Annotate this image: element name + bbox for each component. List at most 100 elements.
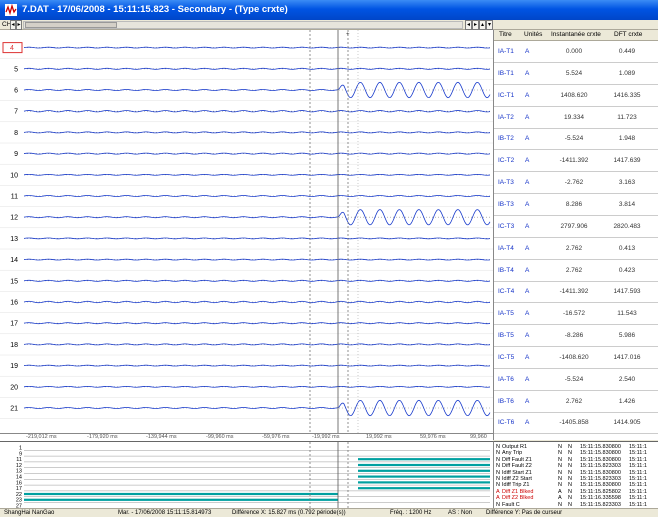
scroll-up-button[interactable]: ▴ [479, 20, 486, 30]
digital-active-bar[interactable] [358, 481, 490, 484]
waveform-trace[interactable] [23, 300, 491, 304]
channel-label[interactable]: 16 [10, 300, 18, 307]
event-row[interactable]: A Diff Z1 Blked A N 15:11:15.825802 15:11:1 [494, 489, 658, 495]
event-row[interactable]: N Fault C N N 15:11:15.823303 15:11:1 [494, 502, 658, 508]
event-row[interactable]: N Any Trip N N 15:11:15.830800 15:11:1 [494, 450, 658, 456]
channel-row[interactable]: IA-T2 A 19.334 11.723 [494, 107, 658, 129]
channel-row[interactable]: IC-T5 A -1408.620 1417.016 [494, 347, 658, 369]
waveform-trace[interactable] [23, 110, 491, 113]
event-row[interactable]: N Idiff Z2 Start N N 15:11:15.823303 15:11:1 [494, 476, 658, 482]
waveform-trace[interactable] [23, 195, 491, 197]
waveform-trace[interactable] [23, 131, 491, 134]
digital-active-bar[interactable] [358, 469, 490, 472]
scroll-thumb[interactable] [25, 22, 117, 28]
ch-prev-button[interactable]: ◂ [10, 20, 16, 30]
scroll-left-button[interactable]: ◂ [465, 20, 472, 30]
digital-channel-number[interactable]: 11 [16, 457, 22, 463]
channel-label[interactable]: 4 [2, 42, 23, 54]
waveform-trace[interactable] [23, 322, 491, 325]
channel-row[interactable]: IC-T4 A -1411.392 1417.593 [494, 281, 658, 304]
channel-label[interactable]: 15 [10, 278, 18, 285]
digital-plot-area[interactable]: 1 9 11 12 13 14 16 17 22 23 27 [0, 441, 493, 510]
channel-label[interactable]: 12 [10, 215, 18, 222]
channel-row[interactable]: IC-T1 A 1408.620 1416.335 [494, 85, 658, 107]
digital-active-bar[interactable] [24, 492, 338, 496]
event-row[interactable]: N Output R1 N N 15:11:15.830800 15:11:1 [494, 444, 658, 450]
channel-label[interactable]: 17 [10, 321, 18, 328]
ch-next-button[interactable]: ▸ [16, 20, 22, 30]
analog-plot-area[interactable]: 4 5 6 7 8 9 10 11 12 13 14 15 16 17 18 19 20 21 + [0, 30, 493, 440]
channel-row[interactable]: IA-T5 A -16.572 11.543 [494, 303, 658, 326]
digital-channel-number[interactable]: 14 [16, 475, 22, 481]
event-row[interactable]: N Idiff Trip Z1 N N 15:11:15.830800 15:11:1 [494, 482, 658, 488]
channel-label[interactable]: 7 [14, 109, 18, 116]
scroll-right-button[interactable]: ▸ [472, 20, 479, 30]
digital-channel-number[interactable]: 22 [16, 492, 22, 498]
channel-label[interactable]: 13 [10, 236, 18, 243]
digital-active-bar[interactable] [358, 458, 490, 461]
col-name-header[interactable]: Titre [499, 31, 512, 38]
waveform-trace[interactable] [23, 209, 491, 226]
digital-active-bar[interactable] [24, 498, 338, 501]
digital-channel-number[interactable]: 17 [16, 486, 22, 492]
digital-active-bar[interactable] [358, 475, 490, 478]
waveform-trace[interactable] [23, 46, 491, 49]
channel-row[interactable]: IB-T5 A -8.286 5.986 [494, 325, 658, 348]
channel-label[interactable]: 6 [14, 88, 18, 95]
channel-label[interactable]: 11 [11, 194, 18, 201]
title-bar[interactable]: 7.DAT - 17/06/2008 - 15:11:15.823 - Seco… [0, 0, 658, 20]
digital-channel-number[interactable]: 12 [16, 463, 22, 469]
horizontal-scrollbar[interactable] [23, 21, 463, 29]
channel-row[interactable]: IA-T1 A 0.000 0.449 [494, 41, 658, 63]
event-row[interactable]: N Diff Fault Z2 N N 15:11:15.823303 15:11:1 [494, 463, 658, 469]
digital-active-bar[interactable] [358, 487, 490, 490]
digital-channel-number[interactable]: 23 [16, 498, 22, 504]
channel-row[interactable]: IC-T3 A 2797.906 2820.483 [494, 216, 658, 238]
channel-label[interactable]: 18 [10, 342, 18, 349]
waveform-trace[interactable] [23, 399, 491, 417]
waveform-trace[interactable] [23, 152, 491, 155]
waveform-trace[interactable] [23, 279, 491, 282]
channel-label[interactable]: 21 [10, 406, 18, 413]
waveform-canvas[interactable]: 4 5 6 7 8 9 10 11 12 13 14 15 16 17 18 19 20 21 + [0, 30, 493, 433]
waveform-trace[interactable] [23, 258, 491, 261]
col-unit-header[interactable]: Unités [524, 31, 543, 38]
digital-active-bar[interactable] [358, 463, 490, 467]
channel-label[interactable]: 5 [14, 66, 18, 73]
scroll-down-button[interactable]: ▾ [486, 20, 493, 30]
waveform-trace[interactable] [23, 364, 491, 367]
channel-row[interactable]: IC-T2 A -1411.392 1417.639 [494, 150, 658, 173]
channel-row[interactable]: IA-T4 A 2.762 0.413 [494, 238, 658, 260]
digital-channel-number[interactable]: 1 [19, 446, 22, 452]
channel-row[interactable]: IB-T3 A 8.286 3.814 [494, 194, 658, 216]
event-row[interactable]: N Diff Fault Z1 N N 15:11:15.830800 15:11:1 [494, 457, 658, 463]
event-row[interactable]: N Idiff Start Z1 N N 15:11:15.830800 15:11:1 [494, 470, 658, 476]
digital-channel-number[interactable]: 13 [16, 469, 22, 475]
channel-row[interactable]: IA-T3 A -2.762 3.163 [494, 172, 658, 195]
waveform-trace[interactable] [23, 81, 491, 99]
col-inst-header[interactable]: Instantanée crxte [551, 31, 601, 38]
digital-channel-number[interactable]: 9 [19, 451, 22, 457]
digital-channel-number[interactable]: 16 [16, 480, 22, 486]
channel-label[interactable]: 8 [14, 130, 18, 137]
channel-label[interactable]: 19 [10, 363, 18, 370]
channel-label[interactable]: 20 [10, 384, 18, 391]
channel-row[interactable]: IA-T6 A -5.524 2.540 [494, 369, 658, 391]
digital-channel-number[interactable]: 27 [16, 504, 22, 510]
channel-row[interactable]: IB-T4 A 2.762 0.423 [494, 260, 658, 282]
col-dft-header[interactable]: DFT crxte [614, 31, 643, 38]
waveform-trace[interactable] [23, 385, 491, 388]
channel-label[interactable]: 10 [10, 172, 18, 179]
waveform-trace[interactable] [23, 237, 491, 240]
channel-row[interactable]: IC-T6 A -1405.858 1414.905 [494, 412, 658, 435]
channel-row[interactable]: IB-T6 A 2.762 1.426 [494, 391, 658, 413]
channel-row[interactable]: IB-T1 A 5.524 1.089 [494, 63, 658, 85]
channel-label[interactable]: 14 [10, 257, 18, 264]
waveform-trace[interactable] [23, 67, 491, 70]
cursor-marker[interactable]: + [346, 32, 350, 38]
event-row[interactable]: A Diff Z2 Blked A N 15:11:16.335598 15:11:1 [494, 495, 658, 501]
waveform-trace[interactable] [23, 343, 491, 346]
waveform-trace[interactable] [23, 173, 491, 176]
channel-row[interactable]: IB-T2 A -5.524 1.948 [494, 128, 658, 151]
